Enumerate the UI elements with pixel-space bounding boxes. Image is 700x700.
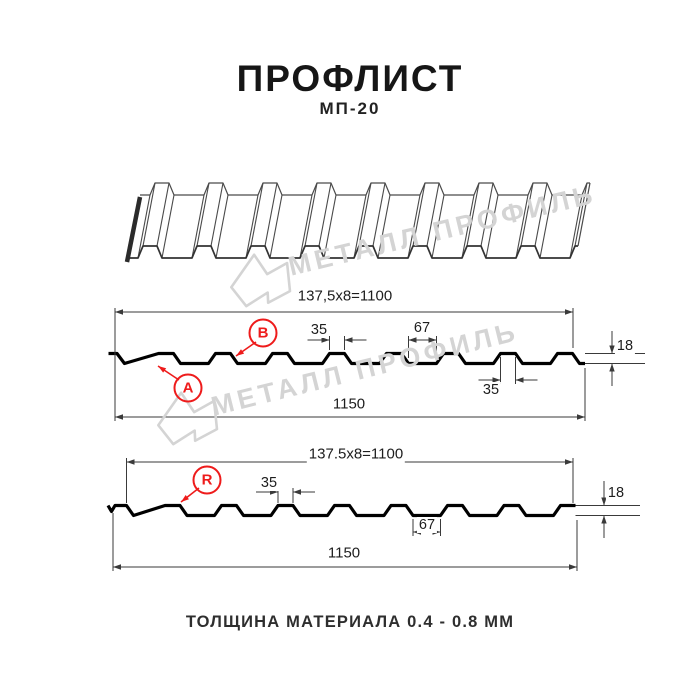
dim-full-width-bottom: 1150 — [325, 544, 363, 562]
sheet-3d-wireframe — [124, 182, 591, 263]
dim-height-bottom: 18 — [605, 485, 627, 501]
dim-valley-width-bottom: 67 — [416, 517, 438, 533]
profile-section-top — [108, 351, 585, 366]
material-thickness-caption: ТОЛЩИНА МАТЕРИАЛА 0.4 - 0.8 ММ — [185, 613, 515, 631]
dimension-lines-top — [114, 308, 645, 421]
dim-full-width-top: 1150 — [330, 395, 368, 413]
watermark-logos — [156, 253, 292, 446]
dim-crest-width-top: 35 — [308, 322, 330, 338]
dim-valley-width-top: 67 — [411, 320, 433, 336]
dim-working-width-top: 137,5x8=1100 — [295, 287, 395, 305]
side-b-marker: B — [248, 318, 278, 348]
dim-height-top: 18 — [614, 338, 636, 354]
dim-crest-width-2-top: 35 — [480, 382, 502, 398]
dim-working-width-bottom: 137.5x8=1100 — [306, 445, 406, 463]
side-a-marker: A — [173, 373, 203, 403]
page-title: ПРОФЛИСТ — [236, 58, 464, 99]
profile-model-label: МП-20 — [319, 99, 381, 118]
dim-crest-width-bottom: 35 — [258, 475, 280, 491]
side-r-marker: R — [192, 465, 222, 495]
profile-section-bottom — [106, 503, 576, 518]
